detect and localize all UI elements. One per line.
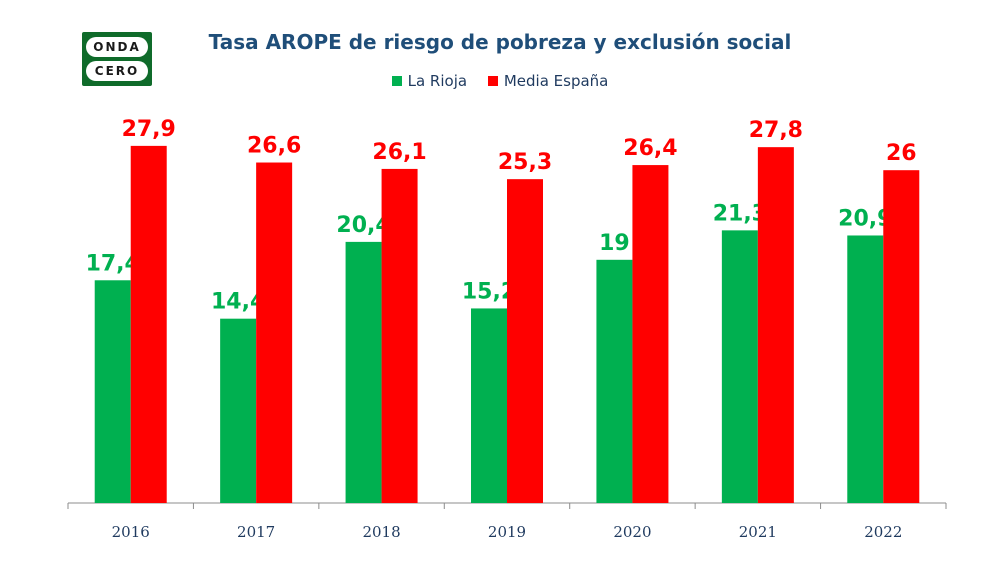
data-label-media-espana-2019: 25,3 — [498, 150, 552, 175]
bar-media-espana-2016 — [130, 145, 167, 503]
data-label-media-espana-2018: 26,1 — [372, 140, 426, 165]
bar-media-espana-2017 — [256, 162, 293, 503]
data-label-media-espana-2017: 26,6 — [247, 134, 301, 159]
x-tick-label-2016: 2016 — [112, 523, 150, 541]
legend-label-la-rioja: La Rioja — [407, 72, 468, 90]
bar-la-rioja-2020 — [596, 259, 633, 503]
legend-item-la-rioja: La Rioja — [391, 72, 468, 90]
bar-la-rioja-2018 — [345, 241, 382, 503]
x-tick-label-2020: 2020 — [613, 523, 651, 541]
x-tick-label-2021: 2021 — [739, 523, 777, 541]
bar-la-rioja-2022 — [847, 235, 884, 504]
data-label-media-espana-2021: 27,8 — [749, 118, 803, 143]
data-label-la-rioja-2020: 19 — [599, 231, 630, 256]
bar-media-espana-2019 — [507, 179, 543, 503]
x-tick-label-2018: 2018 — [362, 523, 400, 541]
data-label-media-espana-2022: 26 — [886, 141, 917, 166]
bar-la-rioja-2021 — [721, 230, 758, 504]
legend-swatch-la-rioja — [391, 76, 402, 86]
bar-la-rioja-2019 — [471, 308, 507, 503]
legend-item-media-espana: Media España — [487, 72, 609, 90]
logo-text-top: ONDA — [86, 37, 148, 57]
chart-title: Tasa AROPE de riesgo de pobreza y exclus… — [208, 30, 792, 54]
logo-text-bottom: CERO — [86, 61, 148, 81]
bar-media-espana-2018 — [381, 168, 418, 504]
bar-media-espana-2022 — [883, 170, 920, 503]
bar-media-espana-2021 — [757, 147, 794, 503]
bar-media-espana-2020 — [632, 165, 669, 503]
bar-la-rioja-2016 — [94, 280, 131, 503]
legend-label-media-espana: Media España — [503, 72, 609, 90]
legend-swatch-media-espana — [487, 76, 498, 86]
x-tick-label-2019: 2019 — [488, 523, 526, 541]
chart-legend: La Rioja Media España — [0, 72, 1000, 90]
data-label-media-espana-2020: 26,4 — [623, 136, 677, 161]
onda-cero-logo: ONDA CERO — [82, 32, 152, 86]
x-tick-label-2022: 2022 — [864, 523, 902, 541]
bar-la-rioja-2017 — [220, 318, 257, 503]
x-tick-label-2017: 2017 — [237, 523, 275, 541]
data-label-media-espana-2016: 27,9 — [122, 117, 176, 142]
